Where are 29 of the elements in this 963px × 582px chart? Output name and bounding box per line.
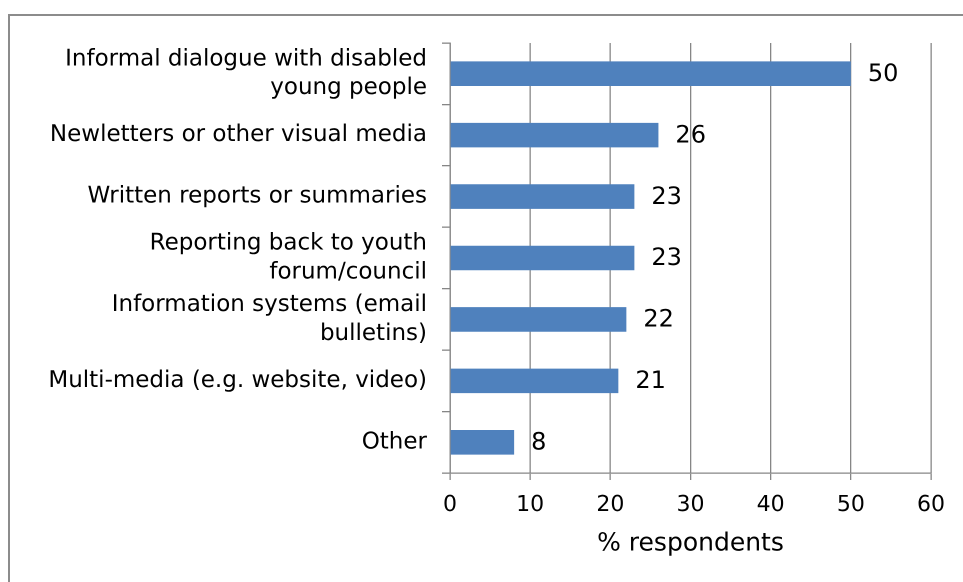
data-label: 8 — [531, 428, 546, 456]
data-label: 23 — [651, 243, 682, 272]
data-label: 21 — [635, 366, 666, 394]
data-label: 22 — [643, 304, 674, 333]
bar — [450, 368, 618, 394]
x-axis-title: % respondents — [597, 528, 784, 556]
y-tick-label: Information systems (email bulletins) — [112, 291, 427, 346]
data-label: 50 — [868, 58, 898, 87]
x-tick-label: 30 — [676, 492, 704, 517]
bar — [450, 307, 626, 332]
x-tick-label: 10 — [516, 492, 544, 517]
y-tick-label: Written reports or summaries — [88, 182, 427, 209]
x-tick-label: 50 — [836, 492, 865, 517]
data-label: 23 — [651, 182, 682, 210]
y-tick-label: Informal dialogue with disabled young people — [65, 45, 427, 100]
bar — [450, 184, 634, 209]
y-tick-label: Reporting back to youth forum/council — [150, 230, 427, 284]
x-tick-label: 60 — [917, 492, 945, 517]
y-tick-label: Multi-media (e.g. website, video) — [48, 366, 427, 393]
y-tick-label: Other — [362, 428, 428, 454]
x-tick-label: 20 — [596, 492, 624, 517]
y-tick-label: Newletters or other visual media — [50, 121, 427, 148]
x-tick-label: 0 — [443, 492, 457, 517]
bar — [450, 246, 634, 270]
bar — [450, 122, 658, 148]
data-label: 26 — [675, 120, 706, 148]
bar — [450, 430, 514, 455]
bar — [450, 61, 851, 86]
x-tick-label: 40 — [756, 492, 785, 517]
